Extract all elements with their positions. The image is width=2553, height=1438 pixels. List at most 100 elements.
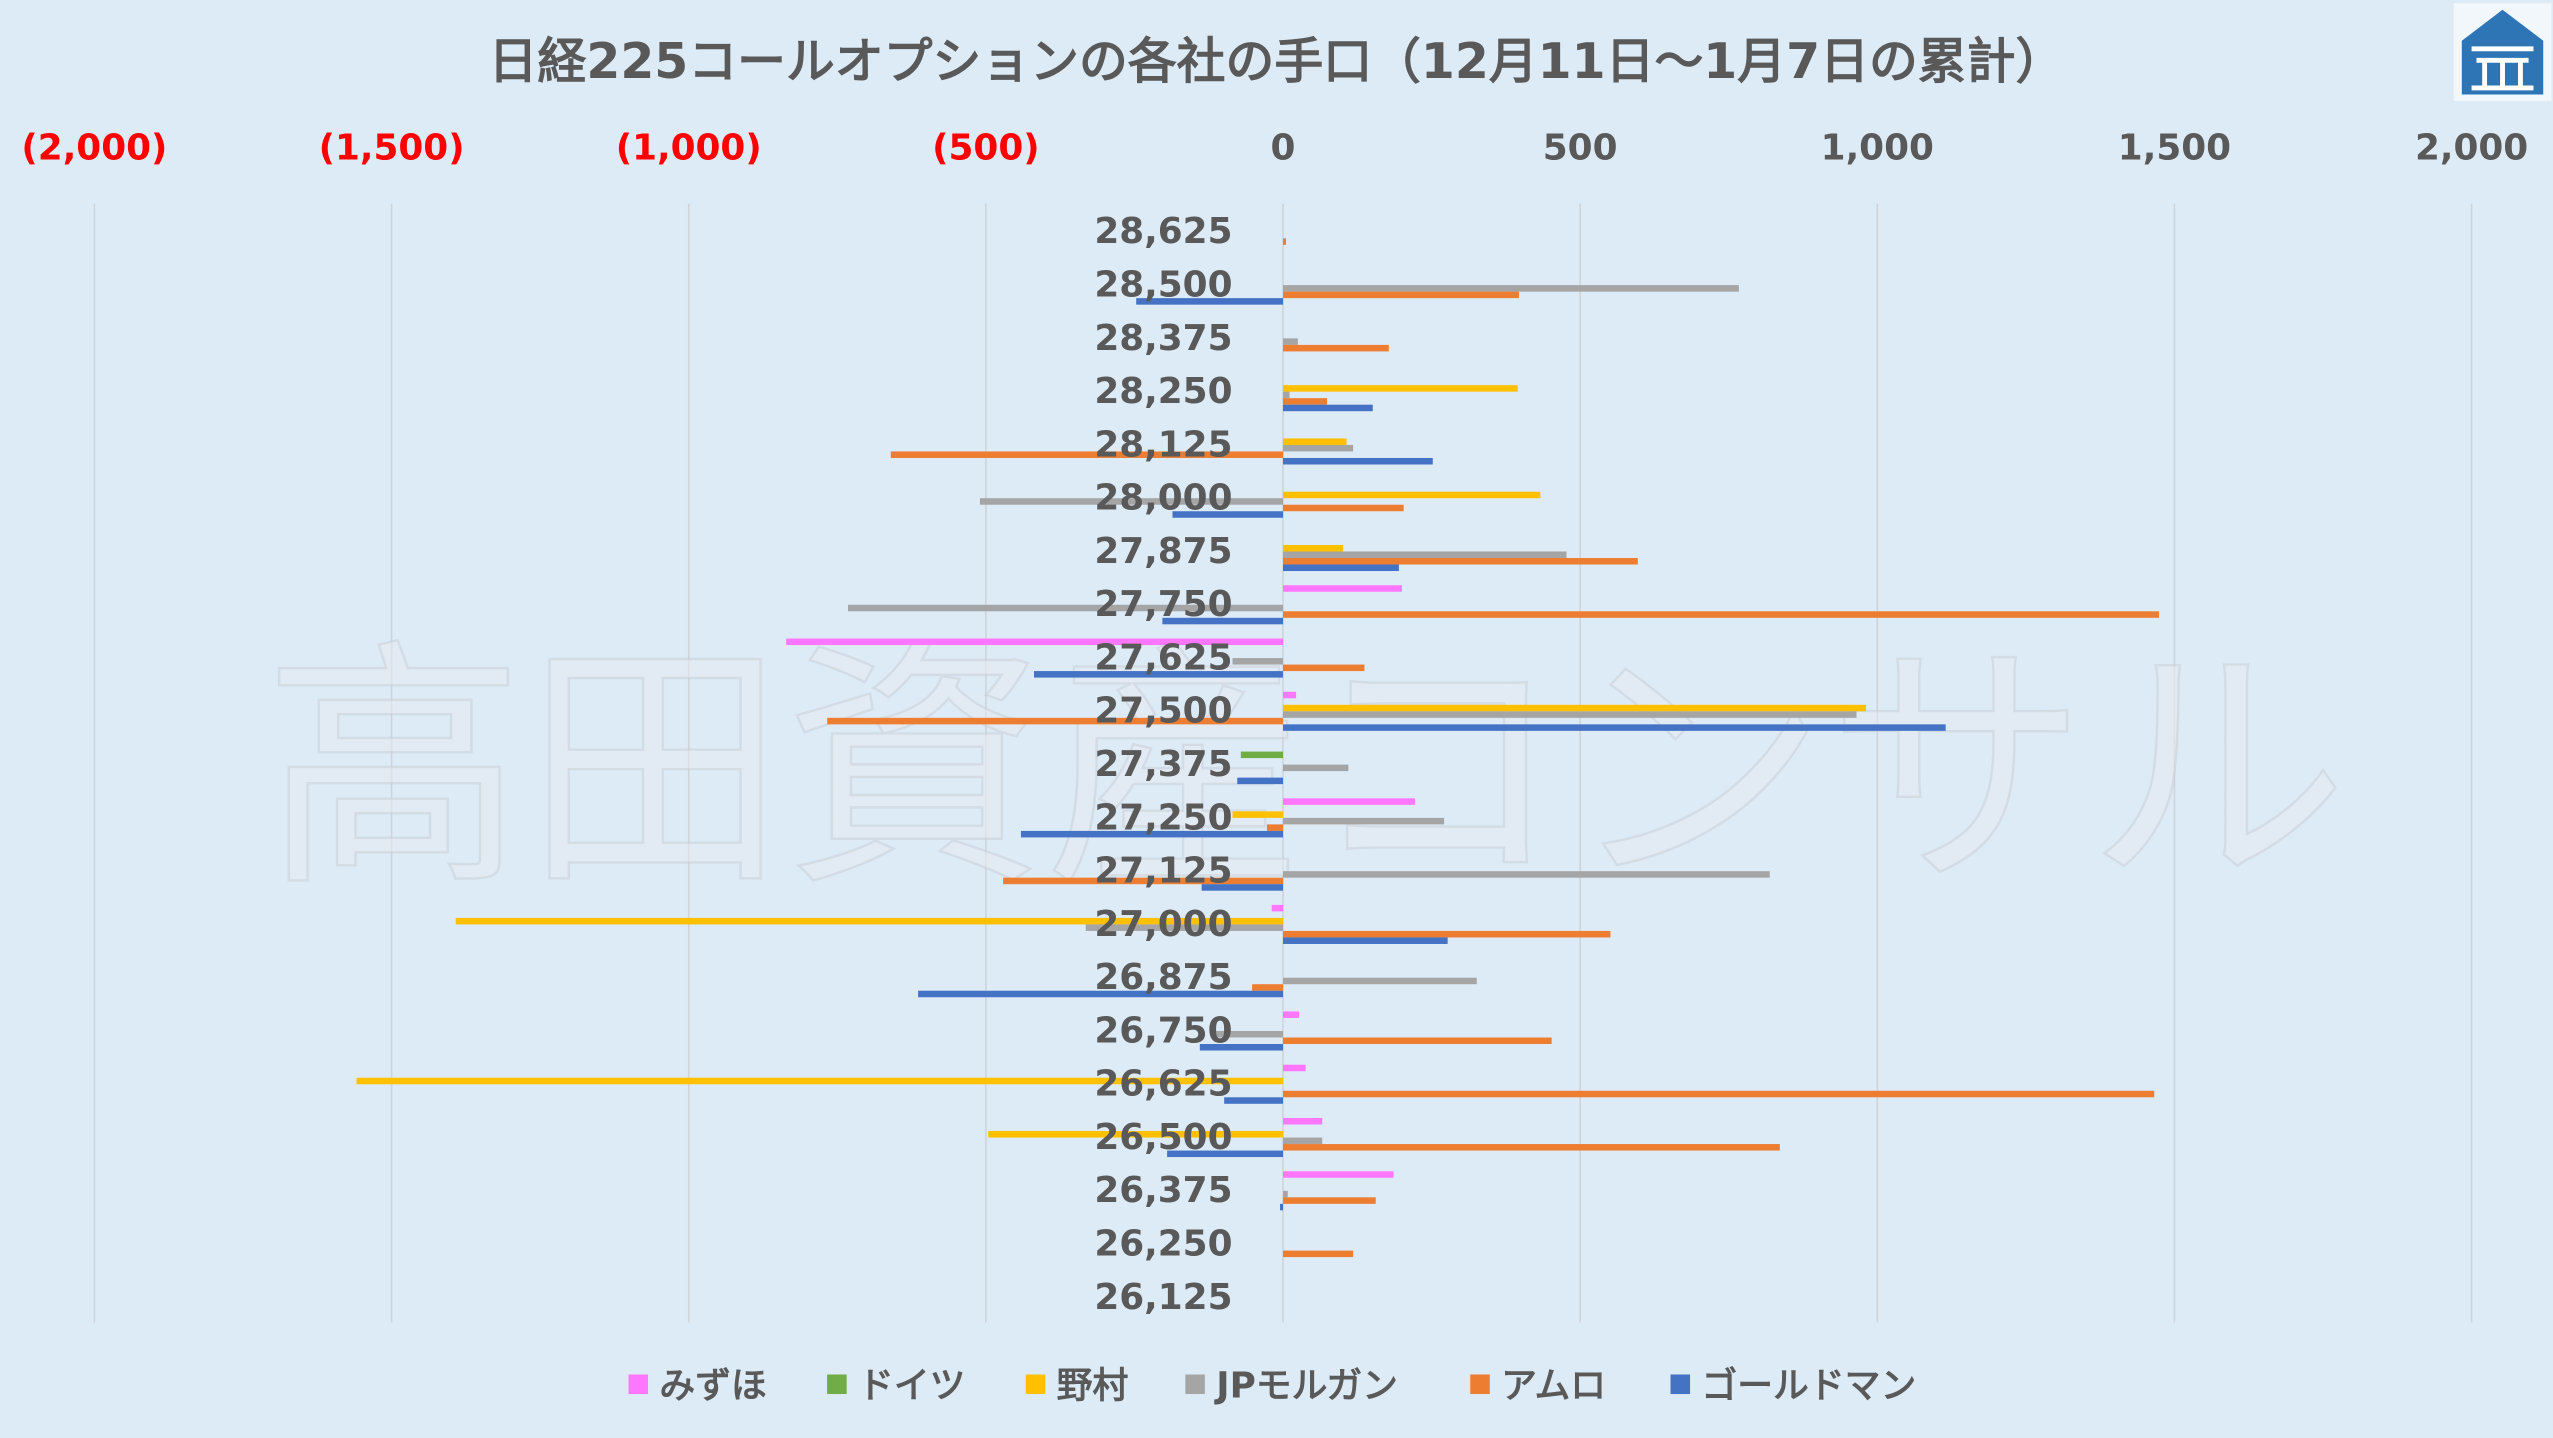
legend-swatch (1470, 1374, 1490, 1395)
bar-series3-27875 (1283, 544, 1344, 552)
x-tick-label: (2,000) (21, 128, 167, 169)
bar-series4-28125 (1283, 444, 1354, 452)
bar-series1-27250 (1283, 798, 1415, 805)
legend-label: 野村 (1057, 1365, 1129, 1406)
y-category-label: 27,750 (1094, 584, 1232, 625)
bar-series2-27375 (1240, 751, 1284, 759)
legend-label: JPモルガン (1213, 1365, 1398, 1406)
bar-series4-26875 (1283, 977, 1477, 985)
bar-series4-27000 (1085, 924, 1284, 931)
y-category-label: 27,500 (1094, 691, 1232, 732)
y-category-label: 27,125 (1094, 851, 1232, 892)
gridlines (93, 203, 2473, 1323)
x-tick-label: 0 (1271, 128, 1296, 169)
bar-series5-26250 (1283, 1250, 1354, 1258)
bar-series1-26750 (1283, 1011, 1300, 1018)
legend-label: ゴールドマン (1701, 1364, 1916, 1406)
bar-series5-28625 (1283, 238, 1286, 245)
bar-series1-27625 (786, 638, 1284, 646)
bar-series4-28000 (979, 498, 1284, 505)
bar-series5-26375 (1283, 1197, 1376, 1204)
y-category-label: 28,375 (1094, 318, 1232, 359)
bar-series5-26625 (1283, 1090, 2155, 1098)
bar-series3-28000 (1283, 491, 1541, 499)
y-category-label: 28,125 (1094, 424, 1232, 465)
legend-item-series2: ドイツ (827, 1365, 965, 1406)
bar-series1-27750 (1283, 585, 1402, 592)
bar-series5-26500 (1283, 1144, 1780, 1151)
x-tick-label: 1,000 (1821, 128, 1934, 169)
legend-label: アムロ (1501, 1365, 1606, 1406)
bar-series6-26375 (1280, 1203, 1284, 1211)
bar-series1-26375 (1283, 1171, 1394, 1178)
y-category-label: 27,875 (1094, 531, 1232, 572)
y-category-label: 26,250 (1094, 1223, 1232, 1264)
x-axis-tick-labels: (2,000) (1,500) (1,000) (500) 0 500 1,000 1,500… (21, 128, 2528, 169)
bar-series4-27750 (847, 604, 1284, 612)
bar-series5-26750 (1283, 1037, 1552, 1045)
bar-series5-28500 (1283, 291, 1519, 299)
bar-series4-28250 (1283, 391, 1290, 399)
bar-series4-27875 (1283, 551, 1567, 559)
bar-series5-28125 (890, 451, 1284, 458)
x-tick-label: (500) (932, 128, 1039, 169)
bar-series6-28000 (1172, 511, 1284, 518)
legend-swatch (1670, 1374, 1691, 1395)
bar-series5-27000 (1283, 930, 1611, 938)
bar-series3-28250 (1283, 385, 1518, 392)
bar-series1-26500 (1283, 1117, 1323, 1125)
bar-series5-26875 (1252, 984, 1284, 991)
legend-swatch (628, 1374, 649, 1395)
bar-series4-27250 (1283, 817, 1445, 825)
bar-series4-27125 (1283, 871, 1770, 878)
bar-series5-27750 (1283, 611, 2159, 618)
bar-series6-27000 (1283, 937, 1448, 944)
bar-series6-26500 (1167, 1150, 1284, 1158)
legend-label: ドイツ (858, 1365, 965, 1406)
y-category-label: 26,750 (1094, 1010, 1232, 1051)
bar-series6-27250 (1020, 830, 1284, 838)
bar-series6-26625 (1224, 1097, 1284, 1104)
bar-series5-27500 (827, 717, 1284, 725)
bar-series4-26500 (1283, 1137, 1323, 1145)
bar-series3-26500 (988, 1131, 1284, 1138)
bar-series5-28000 (1283, 504, 1404, 512)
y-category-label: 28,500 (1094, 265, 1232, 306)
legend-item-series5: アムロ (1470, 1365, 1606, 1406)
legend-item-series4: JPモルガン (1185, 1365, 1398, 1406)
bar-series4-27500 (1283, 711, 1857, 718)
bar-series5-27125 (1003, 877, 1284, 885)
legend-item-series1: みずほ (628, 1365, 767, 1406)
bar-series6-26750 (1199, 1044, 1284, 1051)
y-category-label: 27,625 (1094, 637, 1232, 678)
legend-item-series3: 野村 (1025, 1365, 1129, 1406)
legend-swatch (827, 1374, 847, 1395)
bar-series4-26375 (1283, 1190, 1288, 1198)
bar-series3-26625 (356, 1077, 1284, 1085)
y-category-label: 27,250 (1094, 797, 1232, 838)
bar-series5-27250 (1266, 824, 1284, 831)
legend-label: みずほ (659, 1365, 766, 1406)
y-category-label: 28,000 (1094, 478, 1232, 519)
x-tick-label: (1,500) (319, 128, 465, 169)
y-category-label: 26,500 (1094, 1117, 1232, 1158)
bar-series6-27500 (1283, 724, 1946, 731)
bar-series6-28500 (1136, 298, 1284, 305)
y-category-label: 26,875 (1094, 957, 1232, 998)
bar-series6-27875 (1283, 564, 1399, 572)
bar-series6-27375 (1237, 777, 1284, 785)
bar-series1-27500 (1283, 691, 1297, 699)
legend: みずほ ドイツ 野村 JPモルガン アムロ ゴールドマン (628, 1364, 1916, 1406)
x-tick-label: 2,000 (2415, 128, 2528, 169)
legend-swatch (1185, 1374, 1205, 1395)
y-category-label: 27,000 (1094, 904, 1232, 945)
bar-series5-28250 (1283, 398, 1327, 405)
bar-series6-28125 (1283, 457, 1433, 465)
bar-series4-28500 (1283, 285, 1739, 292)
bar-series6-28250 (1283, 404, 1373, 412)
bar-series3-28125 (1283, 438, 1347, 445)
y-category-label: 26,625 (1094, 1064, 1232, 1105)
bar-series4-26750 (1212, 1030, 1284, 1038)
y-category-label: 26,125 (1094, 1277, 1232, 1318)
legend-item-series6: ゴールドマン (1670, 1364, 1916, 1406)
